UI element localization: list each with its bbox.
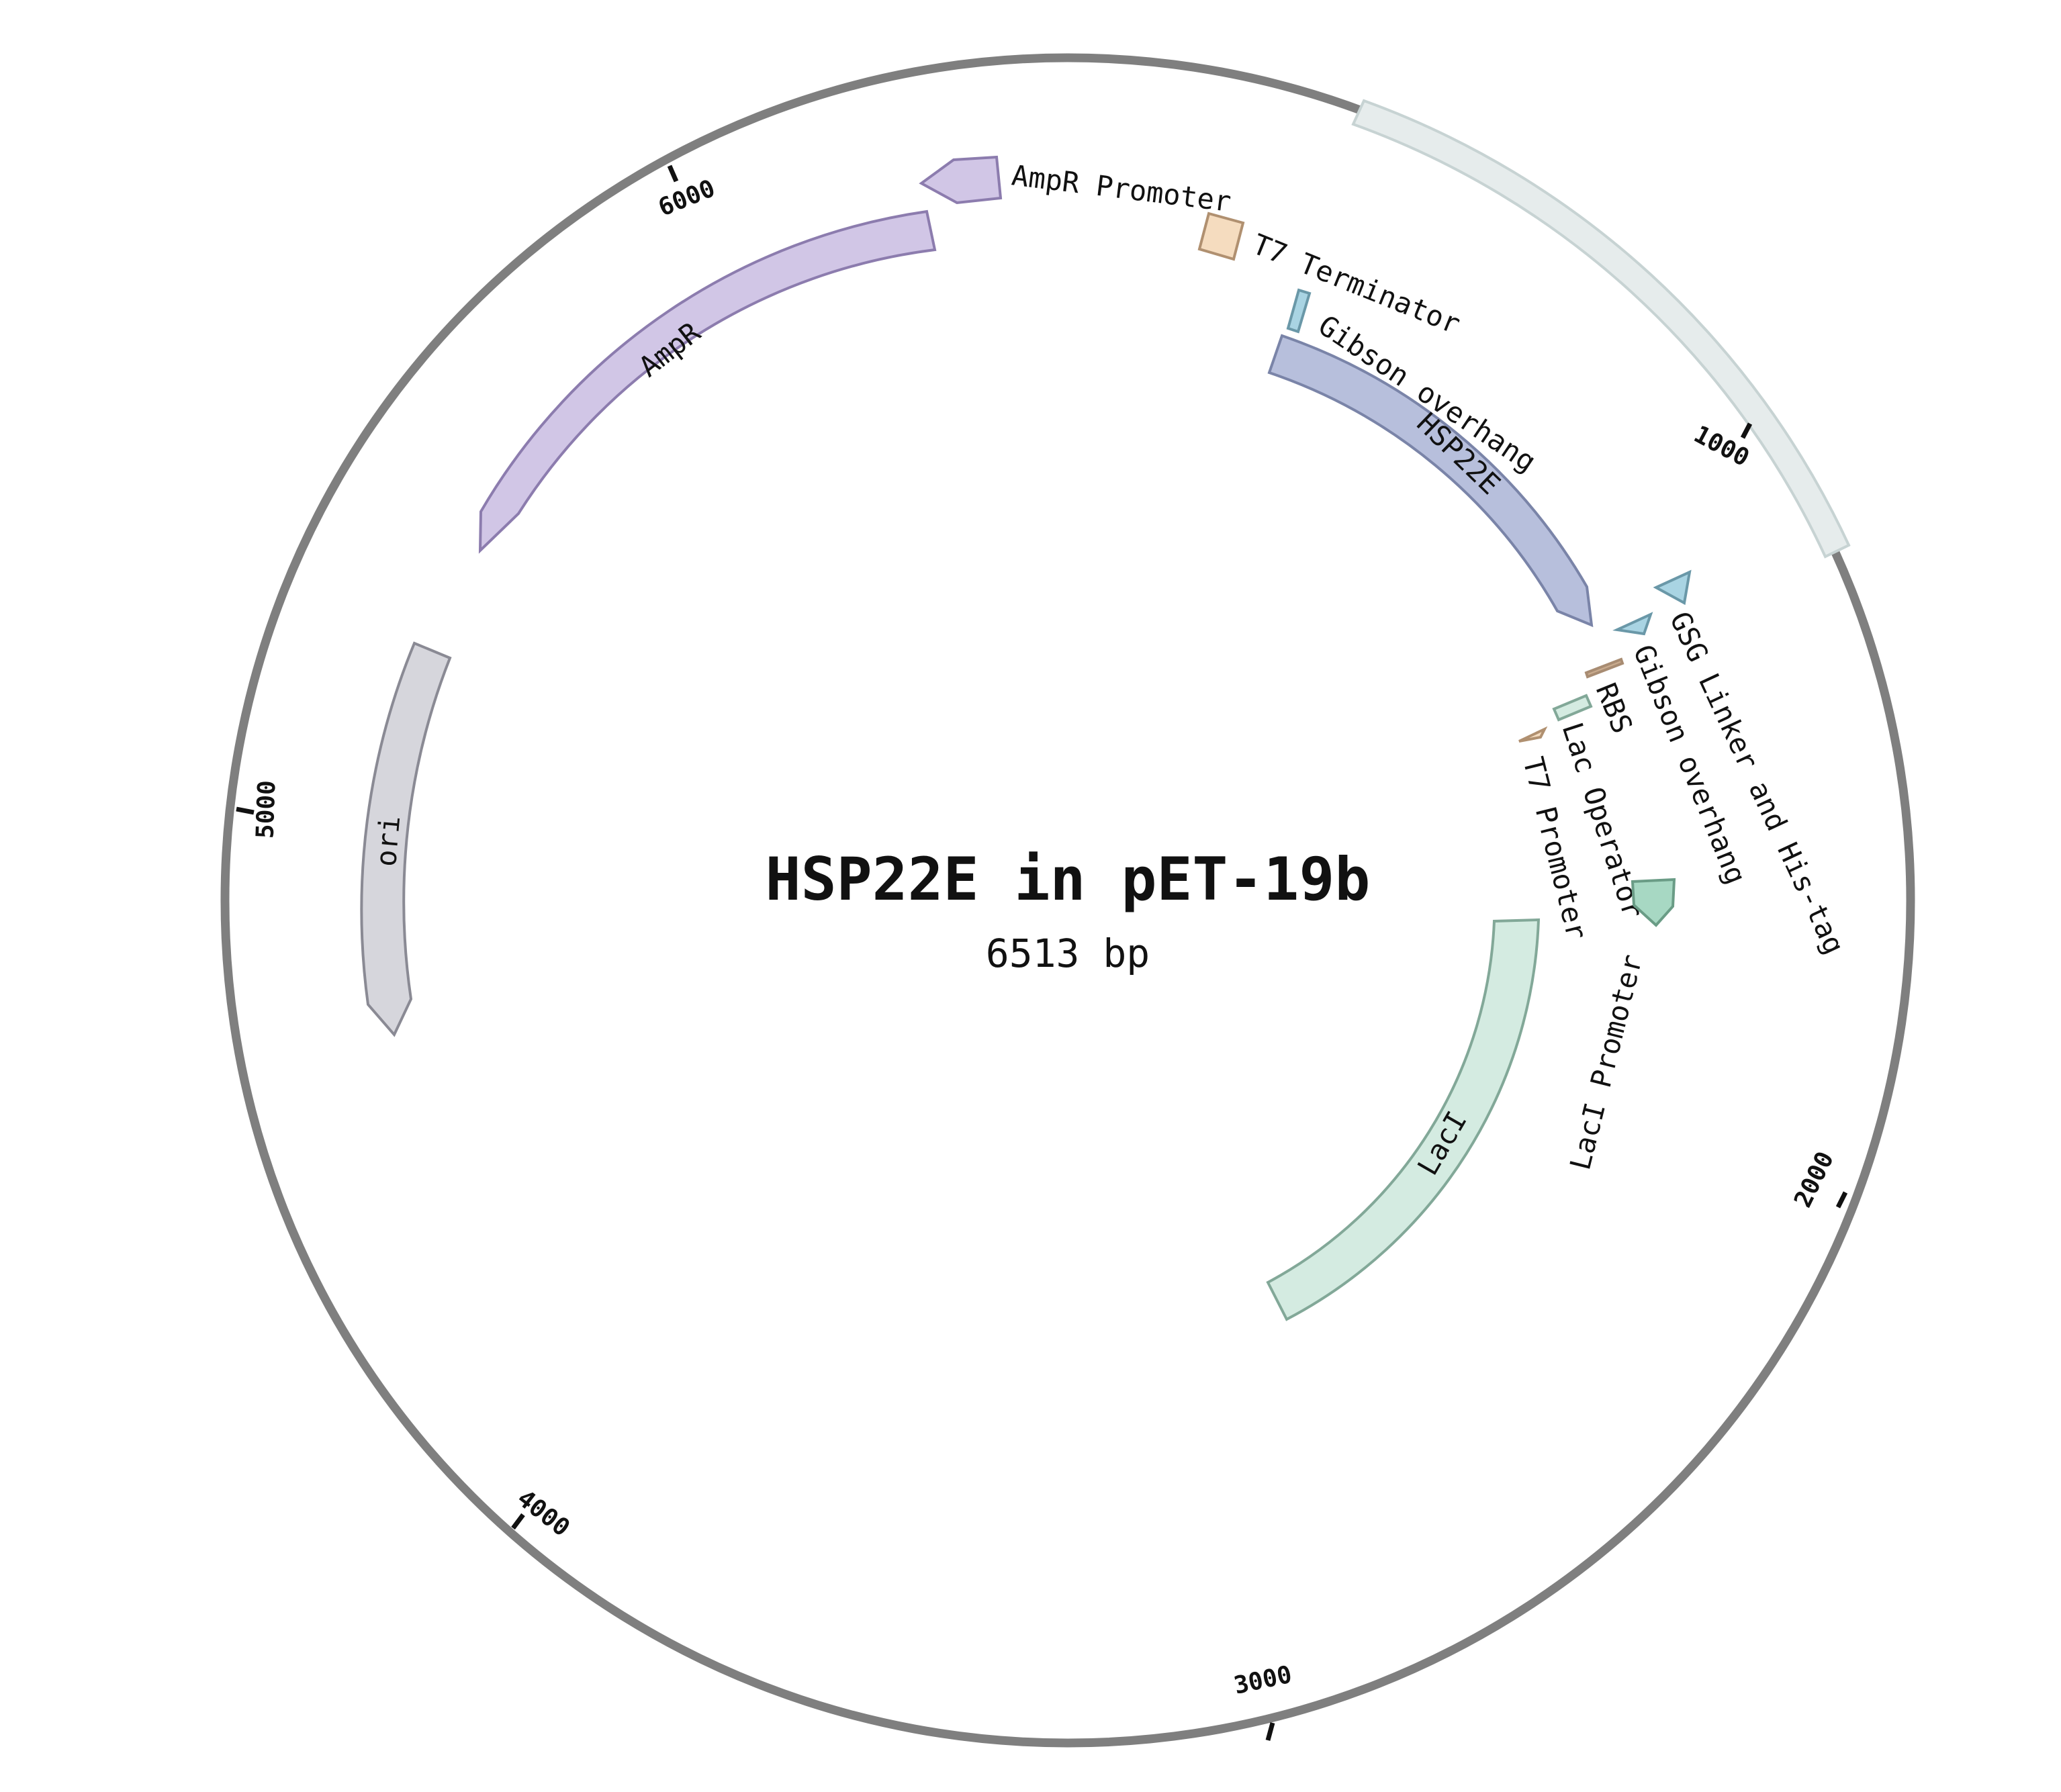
feature-ampr-promoter	[919, 155, 1003, 205]
tick-label-2000: 2000	[1789, 1147, 1839, 1212]
tick-1000	[1740, 422, 1753, 439]
tick-5000	[236, 806, 255, 815]
tick-label-4000: 4000	[512, 1484, 575, 1542]
feature-lac-operator	[1552, 694, 1593, 722]
feature-gsg-linker	[1653, 569, 1692, 606]
feature-label-t7-terminator: T7 Terminator	[1248, 228, 1465, 341]
feature-label-ori: ori	[369, 814, 406, 868]
feature-rbs	[1584, 657, 1624, 679]
feature-gibson-overhang-1	[1286, 288, 1312, 334]
tick-label-6000: 6000	[655, 175, 719, 222]
plasmid-title: HSP22E in pET-19b	[766, 845, 1371, 914]
feature-label-laci-promoter: LacI Promoter	[1563, 951, 1649, 1174]
feature-laci	[1266, 918, 1541, 1321]
feature-ori	[360, 641, 452, 1037]
highlight-region	[1351, 99, 1851, 559]
tick-label-1000: 1000	[1689, 420, 1753, 472]
feature-hsp22e	[1267, 334, 1594, 628]
plasmid-length: 6513 bp	[986, 931, 1150, 976]
feature-t7-terminator	[1197, 211, 1245, 261]
tick-4000	[511, 1513, 525, 1530]
tick-2000	[1835, 1191, 1848, 1209]
tick-3000	[1265, 1722, 1275, 1741]
tick-label-3000: 3000	[1232, 1661, 1294, 1700]
feature-gibson-overhang-2	[1612, 612, 1653, 636]
feature-t7-promoter	[1518, 726, 1548, 743]
tick-label-5000: 5000	[252, 780, 281, 839]
tick-6000	[667, 164, 679, 183]
position-ticks	[236, 164, 1848, 1741]
feature-label-ampr-promoter: AmpR Promoter	[1010, 158, 1233, 218]
plasmid-backbone	[220, 53, 1915, 1748]
feature-ampr	[478, 209, 937, 554]
feature-laci-promoter	[1631, 878, 1676, 927]
feature-label-rbs: RBS	[1590, 678, 1639, 738]
